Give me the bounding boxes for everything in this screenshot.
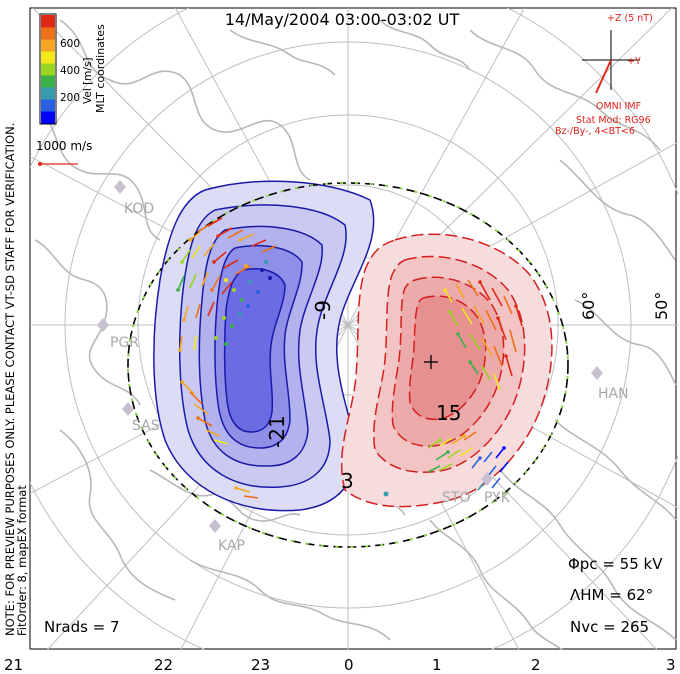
scale-vector-label: 1000 m/s [36, 139, 92, 153]
velocity-dots-dusk [176, 234, 272, 490]
colorbar-tick-600: 600 [60, 38, 80, 50]
colorbar-cell [41, 111, 55, 124]
site-label-han: HAN [598, 386, 629, 402]
colorbar-cell [41, 75, 55, 88]
contour-label-15: 15 [436, 401, 461, 425]
page-title: 14/May/2004 03:00-03:02 UT [225, 10, 460, 29]
site-label-kap: KAP [218, 538, 245, 554]
colorbar-cell [41, 15, 55, 28]
site-label-sto: STO [442, 490, 470, 506]
colorbar-cell [41, 27, 55, 40]
velocity-vectors-dusk [177, 217, 277, 499]
contour-label-minus9: -9 [311, 300, 335, 320]
mlt-tick-1: 1 [432, 656, 442, 674]
potential-max-marker [424, 355, 438, 369]
coastlines [34, 19, 677, 650]
velocity-colorbar [39, 13, 57, 125]
lat-label-50: 50° [652, 292, 671, 320]
colorbar-cell [41, 63, 55, 76]
site-label-kod: KOD [124, 201, 154, 217]
imf-y-label: +Y [627, 56, 641, 67]
colorbar-label: Vel [m/s] [82, 57, 94, 104]
colorbar-tick-200: 200 [60, 92, 80, 104]
negative-cell [153, 180, 375, 512]
imf-title: OMNI IMF [596, 101, 641, 112]
mlt-tick-2: 2 [531, 656, 541, 674]
colorbar-cell [41, 99, 55, 112]
stat-lambda-hm: ΛHM = 62° [570, 586, 653, 604]
radar-site-markers [97, 180, 603, 533]
imf-vector [595, 59, 612, 94]
stat-n-rads: Nrads = 7 [44, 618, 120, 636]
colorbar-cell [41, 39, 55, 52]
mlt-axis: 21 22 23 0 1 2 3 [4, 656, 676, 674]
coordinates-label: MLT coordinates [94, 24, 107, 113]
contour-label-3: 3 [341, 469, 354, 493]
imf-stat-cond: Bz-/By-, 4<BT<6 [555, 126, 635, 137]
mlt-tick-21: 21 [4, 656, 23, 674]
preview-note: NOTE: FOR PREVIEW PURPOSES ONLY. PLEASE … [3, 123, 17, 636]
imf-z-label: +Z (5 nT) [607, 13, 653, 24]
scale-vector-origin [38, 162, 42, 166]
site-label-sas: SAS [132, 418, 160, 434]
colorbar-tick-400: 400 [60, 65, 80, 77]
colorbar-cell [41, 87, 55, 100]
stat-n-vc: Nvc = 265 [570, 618, 649, 636]
imf-stat-mod: Stat Mod: RG96 [576, 115, 651, 126]
mlt-tick-22: 22 [154, 656, 173, 674]
site-label-pyk: PYK [484, 490, 511, 506]
colorbar-cell [41, 51, 55, 64]
stat-phi-pc: Φpc = 55 kV [568, 555, 663, 573]
mlt-tick-3: 3 [666, 656, 676, 674]
lat-label-60: 60° [579, 292, 598, 320]
plot-frame [29, 7, 677, 650]
fit-order-note: FitOrder: 8, mapEX format [15, 485, 29, 636]
hm-boundary [127, 182, 569, 548]
mlt-tick-0: 0 [344, 656, 354, 674]
site-label-pgr: PGR [110, 335, 139, 351]
mlt-tick-23: 23 [251, 656, 270, 674]
velocity-vectors-dawn [427, 279, 523, 491]
contour-label-minus21: -21 [265, 415, 289, 448]
